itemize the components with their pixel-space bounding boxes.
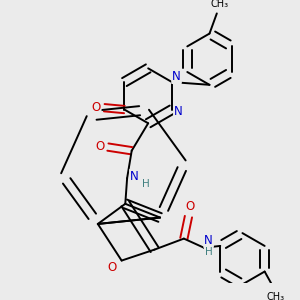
Text: O: O [108, 261, 117, 274]
Text: H: H [142, 179, 149, 189]
Text: O: O [92, 101, 100, 114]
Text: N: N [174, 105, 183, 118]
Text: N: N [204, 234, 213, 247]
Text: O: O [186, 200, 195, 213]
Text: N: N [172, 70, 181, 83]
Text: CH₃: CH₃ [267, 292, 285, 300]
Text: CH₃: CH₃ [211, 0, 229, 9]
Text: O: O [95, 140, 104, 153]
Text: H: H [205, 247, 212, 257]
Text: N: N [130, 170, 139, 183]
